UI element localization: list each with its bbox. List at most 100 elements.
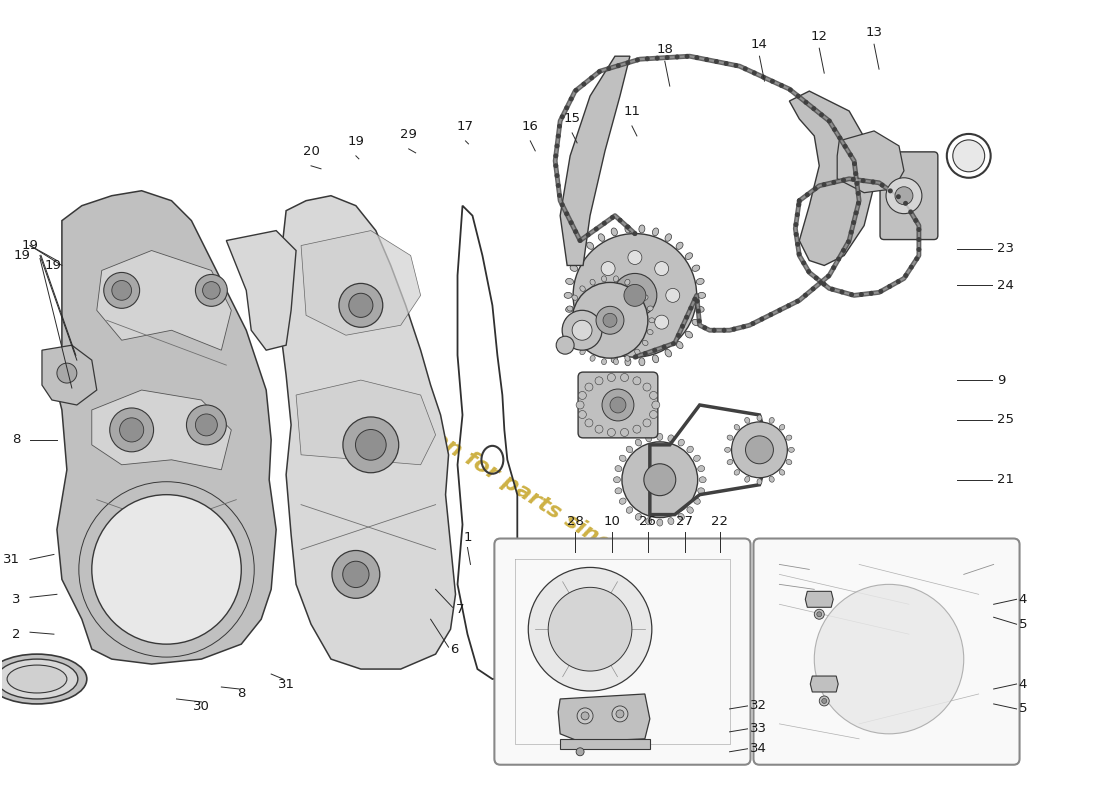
Circle shape — [644, 419, 651, 427]
Circle shape — [585, 419, 593, 427]
Circle shape — [814, 275, 818, 281]
Ellipse shape — [642, 295, 648, 300]
Circle shape — [579, 410, 586, 418]
Ellipse shape — [786, 435, 792, 440]
Circle shape — [880, 182, 884, 187]
Ellipse shape — [694, 455, 701, 462]
Ellipse shape — [646, 518, 651, 525]
Text: 19: 19 — [22, 239, 38, 252]
Ellipse shape — [694, 498, 701, 504]
Circle shape — [843, 144, 848, 149]
Circle shape — [557, 193, 562, 198]
Circle shape — [803, 100, 808, 105]
Text: 4: 4 — [1019, 678, 1027, 690]
Circle shape — [684, 54, 690, 59]
Circle shape — [595, 425, 603, 433]
Circle shape — [556, 134, 561, 138]
Circle shape — [811, 286, 815, 291]
Circle shape — [621, 442, 697, 518]
Circle shape — [596, 306, 624, 334]
Circle shape — [761, 74, 766, 80]
Text: 4: 4 — [1019, 593, 1027, 606]
Ellipse shape — [666, 350, 672, 357]
Ellipse shape — [570, 265, 578, 271]
Ellipse shape — [615, 466, 622, 472]
Ellipse shape — [779, 470, 784, 475]
Circle shape — [572, 282, 648, 358]
Circle shape — [616, 710, 624, 718]
Circle shape — [573, 234, 696, 357]
Circle shape — [795, 212, 800, 217]
Circle shape — [836, 257, 842, 262]
Text: 13: 13 — [866, 26, 882, 39]
Ellipse shape — [619, 498, 626, 504]
Circle shape — [909, 210, 913, 214]
Circle shape — [751, 70, 757, 75]
Circle shape — [585, 383, 593, 391]
Polygon shape — [97, 250, 231, 350]
Text: 6: 6 — [451, 642, 459, 656]
Circle shape — [854, 210, 859, 215]
Circle shape — [569, 220, 573, 225]
Circle shape — [650, 410, 658, 418]
Circle shape — [814, 584, 964, 734]
Circle shape — [826, 274, 830, 278]
Ellipse shape — [598, 350, 605, 357]
Circle shape — [573, 229, 579, 234]
Circle shape — [560, 202, 564, 207]
Circle shape — [795, 242, 800, 246]
Circle shape — [664, 55, 670, 60]
Circle shape — [581, 712, 590, 720]
Circle shape — [554, 173, 560, 178]
Ellipse shape — [678, 439, 684, 446]
Circle shape — [590, 288, 604, 302]
Text: a passion for parts since 1985: a passion for parts since 1985 — [354, 381, 686, 598]
Polygon shape — [558, 694, 650, 742]
Circle shape — [581, 82, 586, 86]
Circle shape — [590, 75, 594, 80]
Circle shape — [620, 374, 628, 382]
Circle shape — [856, 191, 860, 196]
Circle shape — [553, 163, 559, 168]
Polygon shape — [42, 345, 97, 405]
Circle shape — [848, 152, 852, 158]
Text: 15: 15 — [563, 112, 581, 125]
Circle shape — [624, 285, 646, 306]
Circle shape — [694, 55, 700, 60]
Text: 11: 11 — [624, 105, 640, 118]
Ellipse shape — [676, 342, 683, 349]
Ellipse shape — [725, 447, 730, 452]
Circle shape — [712, 328, 716, 333]
Ellipse shape — [635, 349, 640, 354]
Ellipse shape — [685, 253, 693, 259]
Text: 1: 1 — [463, 531, 472, 545]
FancyBboxPatch shape — [754, 538, 1020, 765]
Ellipse shape — [652, 228, 659, 236]
Text: 28: 28 — [566, 514, 583, 527]
Circle shape — [839, 290, 845, 294]
Circle shape — [595, 377, 603, 385]
Circle shape — [786, 303, 791, 308]
Ellipse shape — [668, 518, 674, 525]
Ellipse shape — [566, 330, 573, 334]
Circle shape — [887, 284, 892, 289]
Ellipse shape — [745, 418, 750, 423]
Circle shape — [895, 279, 901, 284]
Circle shape — [806, 269, 811, 274]
Circle shape — [768, 312, 773, 317]
Ellipse shape — [580, 286, 585, 291]
Ellipse shape — [570, 319, 578, 326]
Circle shape — [856, 201, 861, 206]
Text: 32: 32 — [749, 699, 767, 713]
Circle shape — [202, 282, 220, 299]
Circle shape — [842, 178, 846, 182]
Polygon shape — [52, 190, 276, 664]
Ellipse shape — [727, 459, 733, 465]
Circle shape — [675, 333, 681, 338]
Ellipse shape — [614, 358, 618, 365]
Circle shape — [855, 181, 859, 186]
Text: 5: 5 — [1019, 618, 1027, 630]
Circle shape — [613, 274, 657, 318]
Ellipse shape — [590, 279, 595, 285]
Text: 29: 29 — [400, 128, 417, 141]
